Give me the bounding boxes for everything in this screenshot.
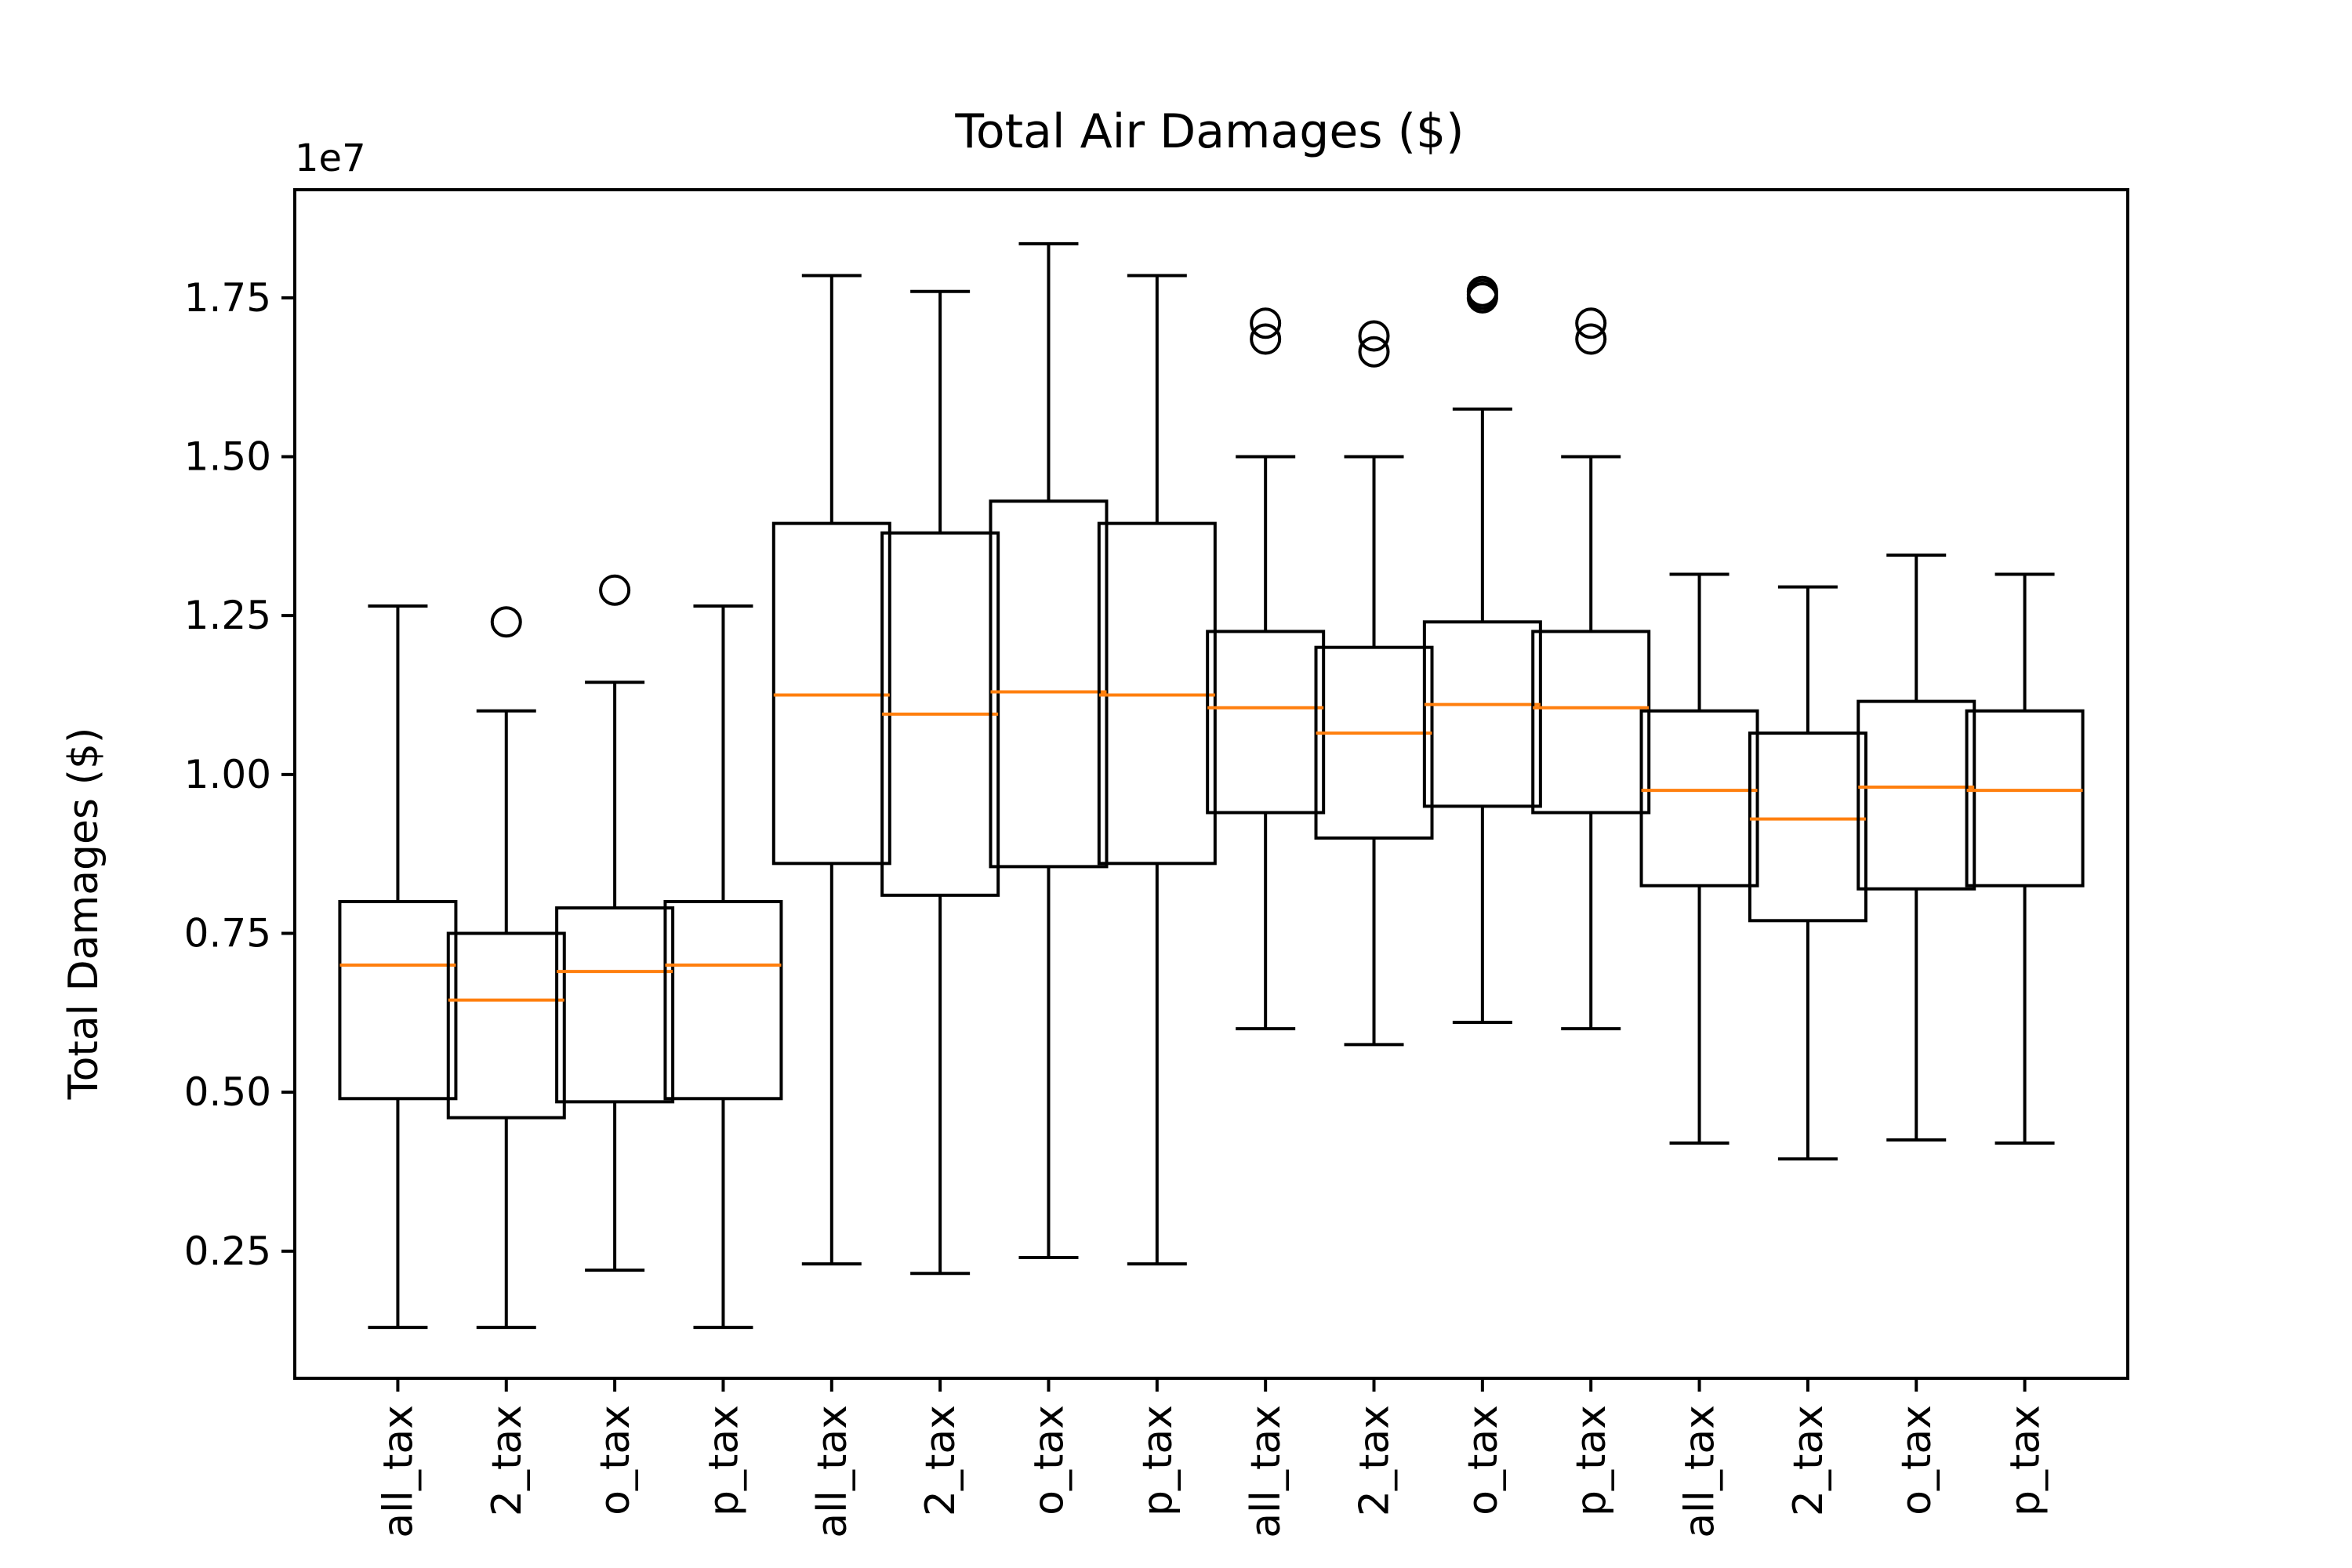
- y-tick-label: 1.50: [184, 434, 271, 479]
- box: [1965, 709, 2085, 887]
- box: [446, 931, 566, 1120]
- plot-area: 0.25 0.50 0.75 1.00 1.25 1.50 1.75 all_tax 2_tax…: [184, 241, 2085, 1538]
- x-tick-label: 2_tax: [484, 1405, 531, 1516]
- box: [771, 521, 891, 866]
- x-tick-label: p_tax: [1134, 1405, 1181, 1516]
- outlier-point: [1250, 307, 1282, 339]
- box: [663, 899, 783, 1101]
- y-axis-multiplier: 1e7: [295, 136, 366, 180]
- y-tick-label: 0.25: [184, 1229, 271, 1274]
- x-tick-label: p_tax: [700, 1405, 747, 1516]
- y-tick-label: 1.25: [184, 593, 271, 638]
- box: [338, 899, 458, 1101]
- y-tick-label: 0.50: [184, 1069, 271, 1115]
- box: [1314, 645, 1434, 840]
- x-tick-label: p_tax: [2002, 1405, 2049, 1516]
- x-tick-label: all_tax: [1243, 1405, 1290, 1538]
- x-tick-label: o_tax: [1893, 1405, 1940, 1515]
- outlier-point: [1466, 275, 1498, 307]
- box: [555, 906, 675, 1104]
- outlier-point: [1575, 323, 1607, 355]
- box: [1639, 709, 1759, 887]
- y-tick-label: 1.00: [184, 752, 271, 797]
- x-tick-label: 2_tax: [1785, 1405, 1832, 1516]
- x-tick-label: p_tax: [1568, 1405, 1615, 1516]
- outlier-point: [1358, 320, 1390, 352]
- outlier-point: [1575, 307, 1607, 339]
- box: [1422, 620, 1542, 808]
- x-tick-label: all_tax: [375, 1405, 422, 1538]
- y-tick-label: 1.75: [184, 275, 271, 321]
- x-tick-label: 2_tax: [917, 1405, 964, 1516]
- outlier-point: [1250, 323, 1282, 355]
- plot-frame: [293, 188, 2129, 1380]
- x-tick-label: all_tax: [1677, 1405, 1724, 1538]
- box: [1206, 630, 1326, 815]
- chart-title: Total Air Damages ($): [954, 104, 1464, 159]
- x-tick-label: all_tax: [809, 1405, 856, 1538]
- outlier-point: [490, 606, 522, 638]
- outlier-point: [599, 574, 631, 606]
- box: [989, 499, 1109, 869]
- outlier-point: [1358, 336, 1390, 368]
- x-tick-label: o_tax: [592, 1405, 639, 1515]
- x-tick-label: o_tax: [1460, 1405, 1507, 1515]
- box: [1857, 699, 1976, 891]
- box: [1531, 630, 1651, 815]
- y-axis-label: Total Damages ($): [60, 728, 107, 1101]
- x-tick-label: o_tax: [1025, 1405, 1073, 1515]
- x-tick-label: 2_tax: [1352, 1405, 1399, 1516]
- y-tick-label: 0.75: [184, 911, 271, 956]
- box: [1097, 521, 1217, 866]
- box: [1748, 731, 1867, 923]
